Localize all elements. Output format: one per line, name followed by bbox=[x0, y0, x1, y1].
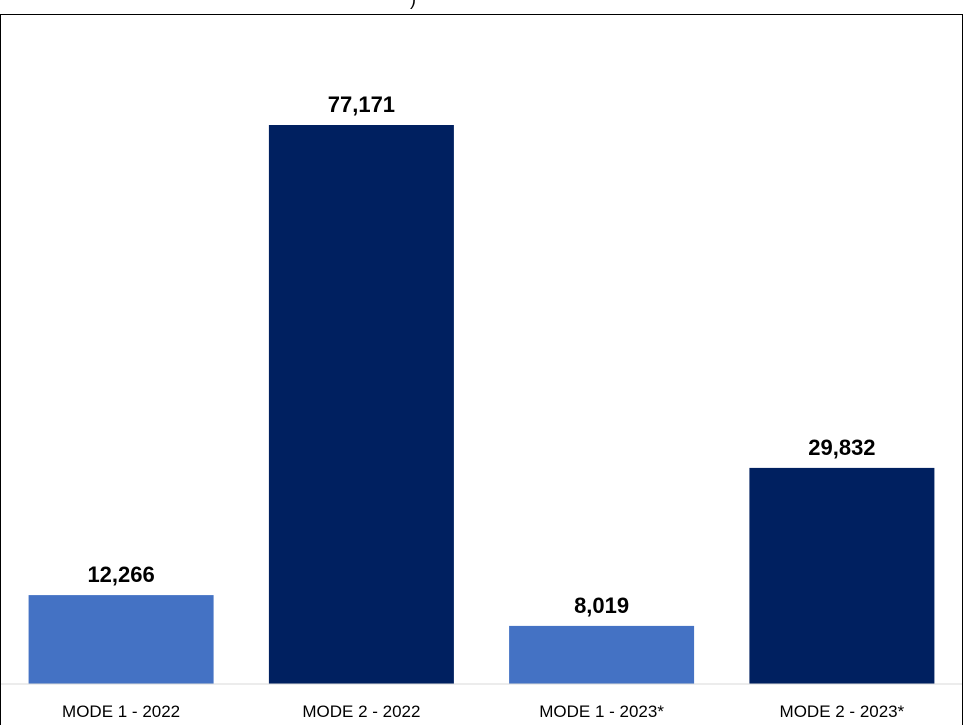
value-label-3: 8,019 bbox=[574, 593, 629, 618]
value-labels-group: 12,266 77,171 8,019 29,832 bbox=[87, 92, 875, 618]
x-tick-label-1: MODE 1 - 2022 bbox=[62, 702, 180, 721]
x-tick-label-4: MODE 2 - 2023* bbox=[780, 702, 905, 721]
x-tick-label-2: MODE 2 - 2022 bbox=[302, 702, 420, 721]
bar-3 bbox=[509, 625, 695, 684]
value-label-1: 12,266 bbox=[87, 562, 154, 587]
x-tick-labels-group: MODE 1 - 2022 MODE 2 - 2022 MODE 1 - 2023*… bbox=[62, 702, 905, 721]
bar-1 bbox=[28, 595, 214, 684]
value-label-4: 29,832 bbox=[808, 435, 875, 460]
bar-4 bbox=[749, 467, 935, 684]
value-label-2: 77,171 bbox=[328, 92, 395, 117]
x-tick-label-3: MODE 1 - 2023* bbox=[539, 702, 664, 721]
bar-2 bbox=[268, 125, 454, 684]
bars-group bbox=[28, 125, 935, 684]
cropped-title-fragment: ) bbox=[0, 0, 963, 14]
